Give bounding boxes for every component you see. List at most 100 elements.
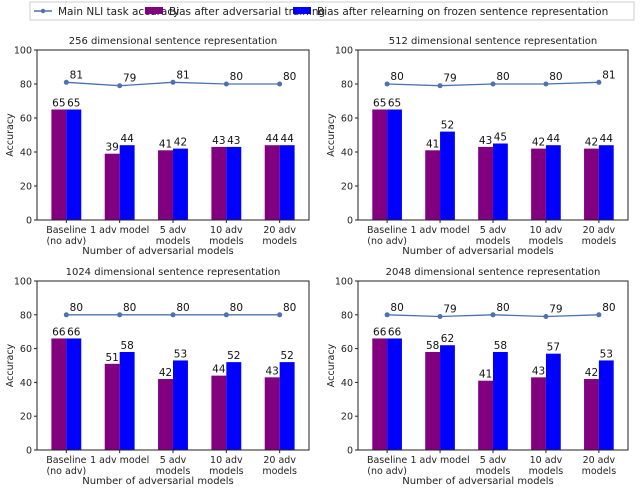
x-tick-label: 1 adv model [410, 455, 469, 466]
bar-adversarial [104, 153, 120, 220]
x-tick-label: (no adv) [367, 236, 407, 247]
y-tick-label: 100 [14, 277, 32, 288]
accuracy-label: 81 [176, 69, 189, 81]
x-tick-label: models [476, 466, 511, 477]
accuracy-point [223, 312, 229, 318]
accuracy-label: 80 [123, 302, 136, 314]
bar-relearning [279, 362, 295, 450]
bar-adversarial [264, 145, 280, 220]
subplot-title: 256 dimensional sentence representation [69, 36, 277, 47]
accuracy-point [170, 312, 176, 318]
x-tick-label: Baseline [367, 455, 407, 466]
bar-label: 43 [266, 365, 279, 377]
bar-relearning [173, 148, 188, 220]
bar-adversarial [211, 146, 227, 220]
bar-relearning [387, 109, 402, 220]
bar-relearning [598, 360, 614, 450]
x-tick-label: Baseline [46, 225, 86, 236]
accuracy-point [277, 81, 283, 87]
accuracy-label: 80 [176, 302, 189, 314]
x-tick-label: 20 adv [263, 225, 296, 236]
x-tick-label: models [156, 466, 191, 477]
bar-relearning [440, 345, 455, 450]
bar-label: 44 [280, 133, 294, 145]
y-tick-label: 100 [335, 46, 353, 57]
accuracy-point [117, 83, 123, 89]
accuracy-point [543, 313, 549, 319]
bar-label: 44 [212, 364, 226, 376]
y-tick-label: 100 [14, 46, 32, 57]
bar-relearning [493, 143, 508, 220]
accuracy-point [596, 79, 602, 85]
y-tick-label: 0 [26, 216, 32, 227]
x-tick-label: 5 adv [480, 455, 507, 466]
bar-relearning [545, 353, 561, 450]
subplot-title: 512 dimensional sentence representation [389, 36, 597, 47]
bar-label: 65 [67, 98, 80, 110]
x-tick-label: 10 adv [210, 225, 243, 236]
legend-marker [40, 8, 46, 14]
accuracy-label: 80 [496, 71, 509, 83]
y-tick-label: 40 [20, 148, 32, 159]
bar-adversarial [51, 338, 67, 450]
bar-relearning [493, 351, 508, 450]
bar-label: 43 [227, 135, 240, 147]
x-tick-label: models [476, 236, 511, 247]
accuracy-label: 80 [230, 302, 243, 314]
y-tick-label: 20 [341, 182, 353, 193]
axes-frame [357, 49, 629, 221]
bar-label: 65 [388, 98, 401, 110]
x-tick-label: 20 adv [583, 455, 616, 466]
x-axis-label: Number of adversarial models [82, 476, 233, 487]
y-tick-label: 80 [341, 310, 353, 321]
accuracy-point [384, 312, 390, 318]
bar-relearning [226, 362, 242, 450]
accuracy-label: 80 [390, 71, 403, 83]
x-tick-label: models [209, 236, 244, 247]
accuracy-point [490, 312, 496, 318]
bar-label: 53 [600, 348, 613, 360]
y-tick-label: 40 [341, 148, 353, 159]
y-tick-label: 0 [26, 446, 32, 457]
bar-label: 43 [212, 135, 225, 147]
x-tick-label: models [582, 466, 617, 477]
bar-adversarial [372, 109, 388, 220]
y-tick-label: 80 [20, 310, 32, 321]
subplot-4: 2048 dimensional sentence representation… [326, 267, 629, 487]
x-tick-label: 1 adv model [90, 225, 149, 236]
accuracy-label: 80 [549, 71, 562, 83]
bar-label: 51 [106, 352, 119, 364]
x-tick-label: (no adv) [46, 466, 86, 477]
accuracy-label: 79 [549, 303, 562, 315]
x-tick-label: 1 adv model [90, 455, 149, 466]
x-tick-label: models [262, 466, 297, 477]
x-tick-label: Baseline [367, 225, 407, 236]
accuracy-point [543, 81, 549, 87]
accuracy-point [384, 81, 390, 87]
y-tick-label: 20 [20, 412, 32, 423]
bar-label: 65 [52, 98, 65, 110]
accuracy-label: 80 [496, 302, 509, 314]
bar-label: 66 [373, 326, 387, 338]
bar-adversarial [478, 146, 493, 220]
bar-adversarial [584, 148, 599, 220]
bar-adversarial [372, 338, 388, 450]
bar-label: 41 [479, 369, 492, 381]
accuracy-label: 79 [443, 303, 456, 315]
y-tick-label: 40 [20, 378, 32, 389]
y-tick-label: 20 [20, 182, 32, 193]
accuracy-point [170, 79, 176, 85]
x-tick-label: 10 adv [530, 455, 563, 466]
y-tick-label: 80 [341, 80, 353, 91]
legend-bar-swatch [145, 7, 163, 14]
bar-label: 41 [159, 138, 172, 150]
x-tick-label: models [529, 466, 564, 477]
x-tick-label: models [529, 236, 564, 247]
accuracy-label: 80 [70, 302, 83, 314]
bar-label: 42 [585, 367, 598, 379]
y-tick-label: 60 [341, 114, 353, 125]
x-tick-label: 5 adv [160, 225, 187, 236]
bar-adversarial [158, 379, 173, 450]
bar-relearning [66, 109, 82, 220]
